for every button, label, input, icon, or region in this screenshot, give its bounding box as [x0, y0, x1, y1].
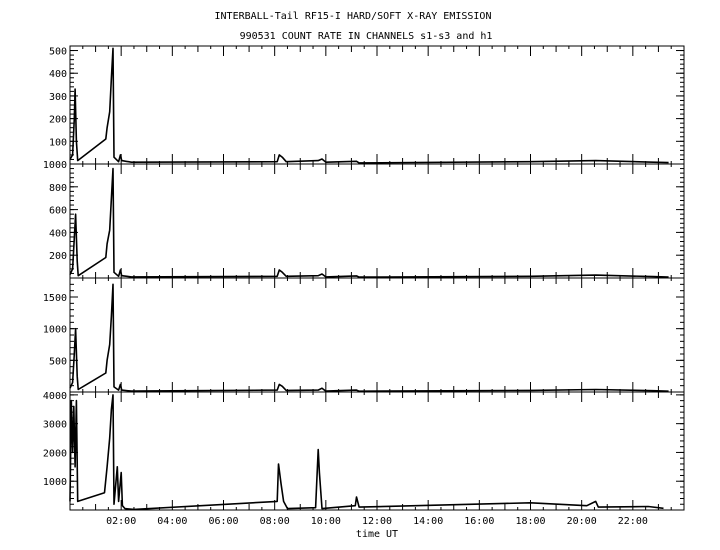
panel-1: 100 200 300 400 500 [49, 45, 685, 165]
y-tick-label: 100 [49, 137, 67, 148]
x-tick-label: 04:00 [157, 516, 187, 527]
x-tick-label: 14:00 [413, 516, 443, 527]
y-tick-label: 1000 [43, 477, 67, 488]
x-tick-label: 08:00 [260, 516, 290, 527]
x-tick-label: 16:00 [464, 516, 494, 527]
y-tick-label: 1000 [43, 160, 67, 171]
x-tick-label: 20:00 [567, 516, 597, 527]
panels-group: 100 200 300 400 500 200 400 600 800 1000 500 1000 15… [43, 45, 685, 527]
y-tick-label: 300 [49, 92, 67, 103]
y-tick-label: 400 [49, 69, 67, 80]
y-tick-label: 800 [49, 183, 67, 194]
y-tick-label: 4000 [43, 391, 67, 402]
y-tick-label: 3000 [43, 420, 67, 431]
chart-title: INTERBALL-Tail RF15-I HARD/SOFT X-RAY EM… [215, 11, 492, 22]
y-tick-label: 600 [49, 206, 67, 217]
series-line [69, 47, 669, 164]
x-tick-label: 06:00 [208, 516, 238, 527]
y-tick-label: 200 [49, 251, 67, 262]
chart-subtitle: 990531 COUNT RATE IN CHANNELS s1-s3 and … [240, 31, 493, 42]
x-tick-label: 10:00 [311, 516, 341, 527]
series-line [69, 167, 669, 278]
y-tick-label: 1500 [43, 293, 67, 304]
panel-3: 500 1000 1500 [43, 277, 685, 393]
panel-4: 1000 2000 3000 4000 [43, 391, 685, 511]
x-tick-label: 12:00 [362, 516, 392, 527]
x-axis-label: time UT [356, 529, 398, 540]
y-tick-label: 500 [49, 47, 67, 58]
y-tick-label: 200 [49, 115, 67, 126]
series-line [69, 394, 664, 511]
x-tick-label: 22:00 [618, 516, 648, 527]
series-line [69, 283, 669, 392]
y-tick-label: 500 [49, 356, 67, 367]
y-tick-label: 2000 [43, 448, 67, 459]
x-tick-label: 02:00 [106, 516, 136, 527]
x-tick-label: 18:00 [515, 516, 545, 527]
y-tick-label: 1000 [43, 325, 67, 336]
y-tick-label: 400 [49, 228, 67, 239]
